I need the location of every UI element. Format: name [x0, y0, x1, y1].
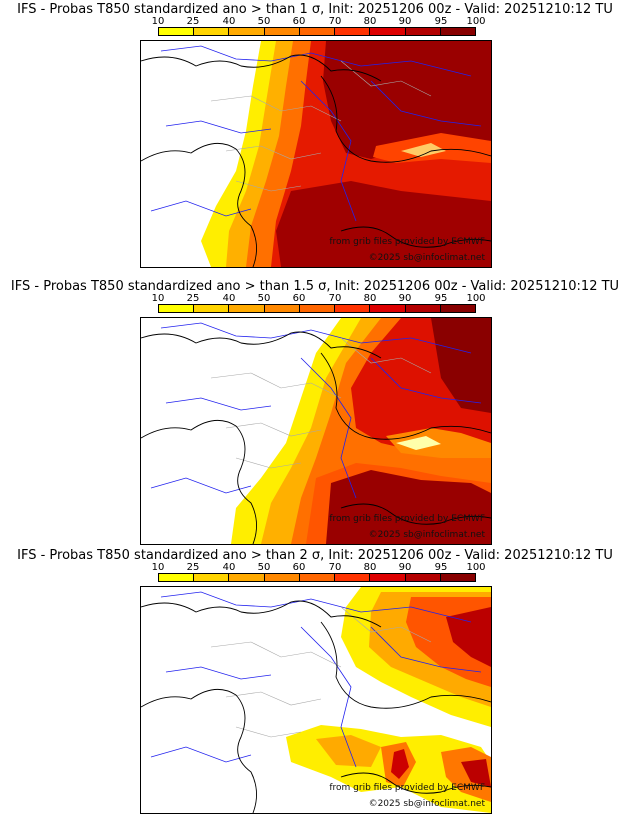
tick-label: 10 [151, 16, 165, 27]
tick-label: 100 [466, 562, 486, 573]
data-source-credit: from grib files provided by ECMWF [329, 783, 485, 793]
coastlines-borders [141, 600, 491, 813]
color-scale: 10 25 40 50 60 70 80 90 95 100 [152, 293, 486, 314]
scale-swatch [370, 574, 406, 581]
tick-label: 90 [398, 16, 412, 27]
panel-3: IFS - Probas T850 standardized ano > tha… [0, 546, 630, 816]
scale-swatch [335, 28, 371, 35]
tick-label: 70 [328, 293, 342, 304]
probability-field [286, 587, 491, 813]
region-borders [210, 60, 432, 192]
scale-swatch [405, 305, 441, 312]
probability-field [231, 318, 491, 544]
tick-label: 25 [186, 293, 200, 304]
probability-map: from grib files provided by ECMWF ©2025 … [140, 40, 492, 268]
coastlines-borders [141, 54, 491, 267]
tick-label: 10 [151, 293, 165, 304]
scale-swatch [440, 28, 475, 35]
panel-title: IFS - Probas T850 standardized ano > tha… [17, 548, 613, 563]
scale-swatch [229, 305, 265, 312]
tick-label: 80 [363, 16, 377, 27]
region-borders [210, 606, 432, 738]
tick-label: 100 [466, 16, 486, 27]
tick-label: 50 [257, 562, 271, 573]
probability-field [201, 41, 491, 267]
scale-swatch [159, 28, 195, 35]
scale-swatch [299, 305, 336, 312]
map-layer [141, 41, 491, 267]
copyright-credit: ©2025 sb@infoclimat.net [368, 530, 485, 540]
scale-bar [158, 27, 476, 36]
tick-label: 95 [434, 293, 448, 304]
tick-label: 90 [398, 562, 412, 573]
scale-swatch [194, 574, 230, 581]
scale-swatch [370, 28, 406, 35]
scale-swatch [229, 28, 265, 35]
color-scale: 10 25 40 50 60 70 80 90 95 100 [152, 16, 486, 37]
scale-swatch [440, 574, 475, 581]
map-layer [141, 587, 491, 813]
scale-swatch [264, 28, 300, 35]
scale-swatch [370, 305, 406, 312]
map-layer [141, 318, 491, 544]
tick-label: 95 [434, 16, 448, 27]
scale-swatch [229, 574, 265, 581]
tick-label: 60 [292, 562, 306, 573]
scale-swatch [264, 305, 300, 312]
scale-swatch [194, 305, 230, 312]
coastlines-borders [141, 331, 491, 544]
tick-label: 70 [328, 562, 342, 573]
tick-label: 60 [292, 293, 306, 304]
tick-label: 40 [222, 16, 236, 27]
tick-label: 70 [328, 16, 342, 27]
scale-swatch [440, 305, 475, 312]
tick-label: 50 [257, 293, 271, 304]
rivers [150, 322, 482, 499]
tick-label: 40 [222, 293, 236, 304]
scale-swatch [299, 28, 336, 35]
scale-swatch [405, 28, 441, 35]
tick-label: 95 [434, 562, 448, 573]
scale-swatch [299, 574, 336, 581]
probability-map: from grib files provided by ECMWF ©2025 … [140, 317, 492, 545]
scale-swatch [264, 574, 300, 581]
panel-title: IFS - Probas T850 standardized ano > tha… [10, 279, 620, 294]
tick-label: 80 [363, 562, 377, 573]
tick-label: 10 [151, 562, 165, 573]
scale-swatch [335, 574, 371, 581]
color-scale: 10 25 40 50 60 70 80 90 95 100 [152, 562, 486, 583]
scale-swatch [405, 574, 441, 581]
panel-title: IFS - Probas T850 standardized ano > tha… [17, 2, 613, 17]
tick-label: 90 [398, 293, 412, 304]
rivers [150, 45, 482, 222]
data-source-credit: from grib files provided by ECMWF [329, 237, 485, 247]
rivers [150, 591, 482, 768]
scale-swatch [159, 305, 195, 312]
tick-label: 50 [257, 16, 271, 27]
scale-bar [158, 304, 476, 313]
scale-swatch [194, 28, 230, 35]
panel-2: IFS - Probas T850 standardized ano > tha… [0, 277, 630, 547]
region-borders [210, 337, 432, 469]
tick-label: 100 [466, 293, 486, 304]
probability-map: from grib files provided by ECMWF ©2025 … [140, 586, 492, 814]
copyright-credit: ©2025 sb@infoclimat.net [368, 253, 485, 263]
data-source-credit: from grib files provided by ECMWF [329, 514, 485, 524]
tick-label: 25 [186, 562, 200, 573]
tick-label: 25 [186, 16, 200, 27]
scale-swatch [159, 574, 195, 581]
tick-label: 60 [292, 16, 306, 27]
scale-bar [158, 573, 476, 582]
copyright-credit: ©2025 sb@infoclimat.net [368, 799, 485, 809]
tick-label: 80 [363, 293, 377, 304]
scale-swatch [335, 305, 371, 312]
panel-1: IFS - Probas T850 standardized ano > tha… [0, 0, 630, 270]
tick-label: 40 [222, 562, 236, 573]
